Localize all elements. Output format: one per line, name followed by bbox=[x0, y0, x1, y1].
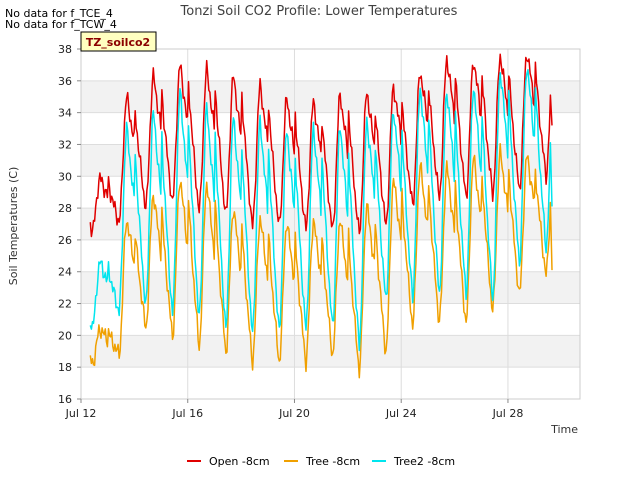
x-axis-label: Time bbox=[550, 423, 578, 436]
site-tag-label: TZ_soilco2 bbox=[86, 36, 150, 49]
x-axis-ticks: Jul 12 Jul 16 Jul 20 Jul 24 Jul 28 bbox=[65, 399, 524, 420]
legend-label: Open -8cm bbox=[209, 455, 270, 468]
x-tick-label: Jul 16 bbox=[171, 407, 203, 420]
x-tick-label: Jul 28 bbox=[492, 407, 524, 420]
plot-band bbox=[81, 367, 580, 399]
series-line-tree-8cm bbox=[89, 142, 553, 379]
y-tick-label: 32 bbox=[58, 138, 72, 151]
no-data-message-1: No data for f_TCE_4 bbox=[5, 7, 113, 20]
plot-frame bbox=[80, 48, 581, 400]
y-tick-label: 34 bbox=[58, 107, 72, 120]
y-tick-label: 38 bbox=[58, 43, 72, 56]
y-tick-label: 20 bbox=[58, 329, 72, 342]
plot-band bbox=[81, 239, 580, 272]
site-tag: TZ_soilco2 bbox=[80, 31, 157, 52]
site-tag-box bbox=[80, 31, 157, 52]
legend-item-open-8cm: Open -8cm bbox=[187, 455, 270, 468]
no-data-message-2: No data for f_TCW_4 bbox=[5, 18, 117, 31]
y-tick-label: 36 bbox=[58, 75, 72, 88]
legend-item-tree-8cm: Tree -8cm bbox=[284, 455, 360, 468]
x-tick-label: Jul 24 bbox=[385, 407, 417, 420]
y-tick-label: 28 bbox=[58, 202, 72, 215]
y-tick-label: 18 bbox=[58, 361, 72, 374]
series-line-tree2-8cm bbox=[89, 68, 553, 352]
y-tick-label: 24 bbox=[58, 266, 72, 279]
y-tick-label: 26 bbox=[58, 234, 72, 247]
legend-item-tree2-8cm: Tree2 -8cm bbox=[372, 455, 455, 468]
legend-label: Tree -8cm bbox=[305, 455, 360, 468]
y-axis-label: Soil Temperatures (C) bbox=[7, 167, 20, 286]
x-tick-label: Jul 12 bbox=[65, 407, 97, 420]
x-tick-label: Jul 20 bbox=[278, 407, 310, 420]
plot-band bbox=[81, 49, 580, 81]
legend: Open -8cm Tree -8cm Tree2 -8cm bbox=[187, 455, 455, 468]
y-tick-label: 16 bbox=[58, 393, 72, 406]
series-line-open-8cm bbox=[89, 53, 553, 238]
series-lines bbox=[89, 53, 553, 379]
chart-title: Tonzi Soil CO2 Profile: Lower Temperatur… bbox=[180, 4, 458, 19]
legend-label: Tree2 -8cm bbox=[393, 455, 455, 468]
y-tick-label: 22 bbox=[58, 298, 72, 311]
y-axis-ticks: 16 18 20 22 24 26 28 30 32 34 36 38 bbox=[58, 43, 81, 406]
y-tick-label: 30 bbox=[58, 170, 72, 183]
